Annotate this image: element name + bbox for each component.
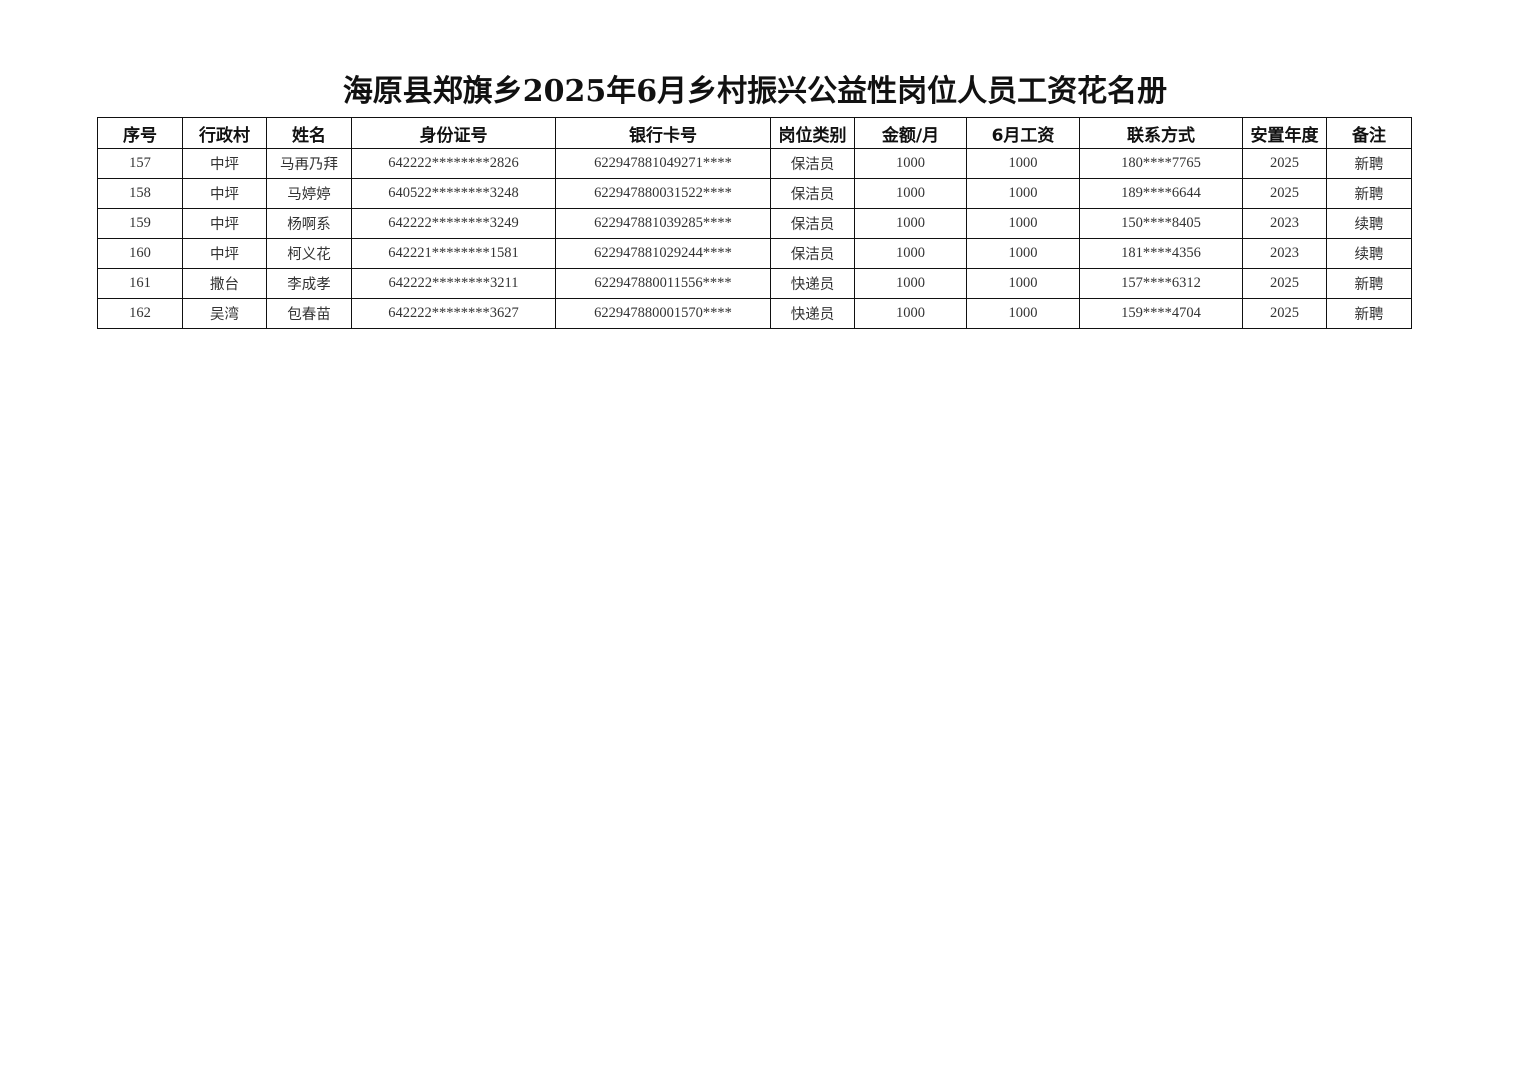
cell-id-number: 642222********3249 [351,208,556,239]
cell-remark: 续聘 [1326,238,1412,269]
cell-amount-monthly: 1000 [854,298,967,329]
cell-bank-card: 622947880031522**** [555,178,771,209]
cell-seq: 161 [97,268,183,299]
cell-contact: 181****4356 [1079,238,1243,269]
cell-name: 李成孝 [266,268,352,299]
cell-seq: 159 [97,208,183,239]
cell-june-salary: 1000 [966,148,1080,179]
cell-remark: 新聘 [1326,268,1412,299]
cell-placement-year: 2025 [1242,298,1327,329]
cell-id-number: 642222********2826 [351,148,556,179]
table-row: 161 撒台 李成孝 642222********3211 62294788001155… [97,268,1412,299]
cell-bank-card: 622947881039285**** [555,208,771,239]
cell-post-type: 保洁员 [770,148,855,179]
cell-contact: 157****6312 [1079,268,1243,299]
cell-village: 吴湾 [182,298,267,329]
cell-remark: 新聘 [1326,148,1412,179]
table-header-row: 序号 行政村 姓名 身份证号 银行卡号 岗位类别 金额/月 6月工资 联系方式 安置年度 备注 [97,117,1412,149]
table-row: 160 中坪 柯义花 642221********1581 62294788102924… [97,238,1412,269]
cell-bank-card: 622947880011556**** [555,268,771,299]
cell-name: 马婷婷 [266,178,352,209]
cell-june-salary: 1000 [966,268,1080,299]
column-header-contact: 联系方式 [1079,117,1243,149]
cell-remark: 新聘 [1326,178,1412,209]
cell-village: 撒台 [182,268,267,299]
column-header-remark: 备注 [1326,117,1412,149]
cell-bank-card: 622947881049271**** [555,148,771,179]
column-header-amount-monthly: 金额/月 [854,117,967,149]
cell-id-number: 640522********3248 [351,178,556,209]
cell-post-type: 保洁员 [770,208,855,239]
cell-contact: 180****7765 [1079,148,1243,179]
cell-amount-monthly: 1000 [854,178,967,209]
cell-post-type: 快递员 [770,268,855,299]
column-header-seq: 序号 [97,117,183,149]
table-row: 158 中坪 马婷婷 640522********3248 62294788003152… [97,178,1412,209]
cell-june-salary: 1000 [966,238,1080,269]
cell-contact: 189****6644 [1079,178,1243,209]
cell-amount-monthly: 1000 [854,268,967,299]
column-header-post-type: 岗位类别 [770,117,855,149]
table-row: 159 中坪 杨啊系 642222********3249 62294788103928… [97,208,1412,239]
cell-seq: 160 [97,238,183,269]
table-row: 162 吴湾 包春苗 642222********3627 62294788000157… [97,298,1412,329]
column-header-bank-card: 银行卡号 [555,117,771,149]
cell-placement-year: 2025 [1242,268,1327,299]
cell-name: 杨啊系 [266,208,352,239]
payroll-table: 序号 行政村 姓名 身份证号 银行卡号 岗位类别 金额/月 6月工资 联系方式 安置年度 备注 15… [97,117,1412,329]
cell-contact: 150****8405 [1079,208,1243,239]
table-row: 157 中坪 马再乃拜 642222********2826 6229478810492… [97,148,1412,179]
column-header-village: 行政村 [182,117,267,149]
cell-village: 中坪 [182,238,267,269]
cell-amount-monthly: 1000 [854,208,967,239]
document-title: 海原县郑旗乡2025年6月乡村振兴公益性岗位人员工资花名册 [342,74,1168,109]
cell-post-type: 保洁员 [770,178,855,209]
cell-seq: 157 [97,148,183,179]
cell-placement-year: 2023 [1242,238,1327,269]
cell-placement-year: 2023 [1242,208,1327,239]
cell-bank-card: 622947880001570**** [555,298,771,329]
cell-seq: 158 [97,178,183,209]
cell-post-type: 保洁员 [770,238,855,269]
cell-name: 包春苗 [266,298,352,329]
cell-id-number: 642221********1581 [351,238,556,269]
cell-contact: 159****4704 [1079,298,1243,329]
cell-june-salary: 1000 [966,298,1080,329]
cell-village: 中坪 [182,148,267,179]
cell-remark: 新聘 [1326,298,1412,329]
cell-bank-card: 622947881029244**** [555,238,771,269]
cell-name: 柯义花 [266,238,352,269]
cell-name: 马再乃拜 [266,148,352,179]
cell-amount-monthly: 1000 [854,238,967,269]
cell-village: 中坪 [182,178,267,209]
cell-amount-monthly: 1000 [854,148,967,179]
cell-village: 中坪 [182,208,267,239]
cell-remark: 续聘 [1326,208,1412,239]
cell-june-salary: 1000 [966,178,1080,209]
cell-id-number: 642222********3211 [351,268,556,299]
cell-placement-year: 2025 [1242,178,1327,209]
cell-id-number: 642222********3627 [351,298,556,329]
column-header-placement-year: 安置年度 [1242,117,1327,149]
column-header-name: 姓名 [266,117,352,149]
cell-june-salary: 1000 [966,208,1080,239]
cell-seq: 162 [97,298,183,329]
column-header-june-salary: 6月工资 [966,117,1080,149]
cell-placement-year: 2025 [1242,148,1327,179]
cell-post-type: 快递员 [770,298,855,329]
column-header-id-number: 身份证号 [351,117,556,149]
